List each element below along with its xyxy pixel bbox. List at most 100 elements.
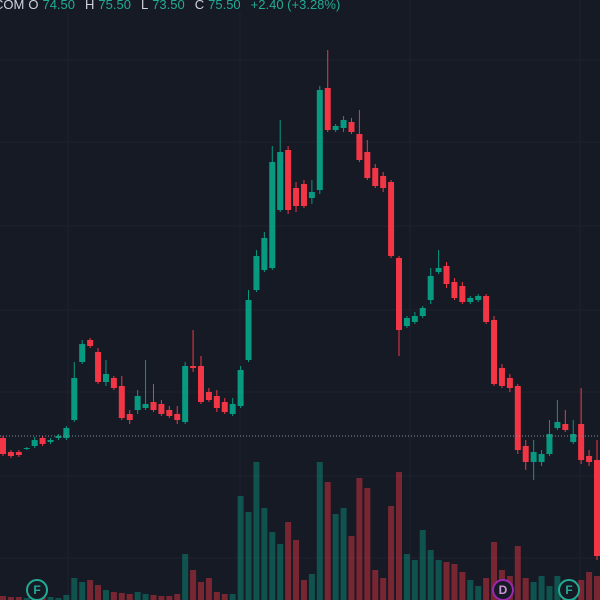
candle-body — [190, 366, 197, 368]
volume-bar — [594, 576, 600, 600]
candle-body — [348, 122, 355, 132]
volume-bar — [95, 585, 102, 600]
candle-body — [459, 286, 466, 302]
candle-body — [411, 316, 418, 322]
candle-body — [134, 396, 141, 410]
marker-label: F — [565, 583, 572, 597]
volume-bar — [435, 560, 442, 600]
value: 73.50 — [152, 0, 185, 12]
volume-bar — [79, 582, 86, 600]
volume-bar — [118, 593, 125, 600]
candle-body — [562, 424, 569, 430]
candle-body — [372, 168, 379, 186]
candle-body — [435, 268, 442, 272]
volume-bar — [47, 597, 54, 600]
candle-body — [166, 410, 173, 416]
marker-label: F — [33, 583, 40, 597]
volume-bar — [348, 536, 355, 600]
candle-body — [332, 126, 339, 130]
volume-bar — [277, 544, 284, 600]
volume-bar — [142, 594, 149, 600]
candle-body — [467, 298, 474, 302]
volume-bar — [411, 560, 418, 600]
candle-body — [340, 120, 347, 128]
candle-body — [300, 184, 307, 206]
value: 75.50 — [98, 0, 131, 12]
candle-body — [293, 188, 300, 206]
candle-body — [95, 352, 102, 382]
candle-body — [261, 238, 268, 270]
volume-bar — [403, 554, 410, 600]
candle-body — [87, 340, 94, 346]
volume-bar — [269, 532, 276, 600]
candle-body — [316, 90, 323, 190]
candle-body — [39, 438, 46, 444]
volume-bar — [538, 576, 545, 600]
candle-body — [364, 152, 371, 178]
candle-body — [380, 176, 387, 188]
volume-bar — [110, 592, 117, 600]
candle-body — [229, 404, 236, 414]
candle-body — [102, 374, 109, 382]
volume-bar — [324, 482, 331, 600]
candle-body — [475, 296, 482, 300]
volume-bar — [229, 594, 236, 600]
candle-body — [285, 150, 292, 210]
candle-body — [269, 162, 276, 268]
candle-body — [419, 308, 426, 316]
volume-bar — [475, 586, 482, 600]
volume-bar — [316, 462, 323, 600]
volume-bar — [388, 506, 395, 600]
candle-body — [126, 414, 133, 420]
candle-body — [142, 404, 149, 408]
marker-icon[interactable] — [492, 579, 514, 600]
candle-body — [324, 88, 331, 130]
volume-bar — [578, 580, 585, 600]
volume-bar — [443, 562, 450, 600]
candle-body — [538, 454, 545, 462]
candle-body — [594, 460, 600, 556]
volume-bar — [102, 590, 109, 600]
volume-bar — [554, 576, 561, 600]
candle-body — [443, 266, 450, 284]
label: L — [140, 0, 149, 12]
volume-bar — [340, 508, 347, 600]
volume-bar — [459, 572, 466, 600]
volume-bar — [150, 595, 157, 600]
label: C — [194, 0, 205, 12]
candle-body — [498, 368, 505, 386]
marker-icon[interactable] — [558, 579, 580, 600]
volume-bar — [134, 592, 141, 600]
volume-bar — [451, 564, 458, 600]
volume-bar — [332, 514, 339, 600]
candle-body — [237, 370, 244, 406]
volume-bar — [364, 488, 371, 600]
candle-body — [308, 192, 315, 198]
candle-body — [55, 436, 62, 438]
candle-body — [118, 386, 125, 418]
candle-body — [182, 366, 189, 422]
candle-body — [63, 428, 70, 438]
label: H — [85, 0, 95, 12]
volume-bar — [55, 598, 62, 600]
volume-bar — [245, 512, 252, 600]
event-markers: F D F — [26, 579, 580, 600]
marker-icon[interactable] — [26, 579, 48, 600]
candle-body — [253, 256, 260, 290]
volume-bar — [530, 582, 537, 600]
candle-body — [522, 446, 529, 462]
volume-bar — [213, 592, 220, 600]
volume-bar — [253, 462, 260, 600]
candle-body — [23, 448, 30, 449]
candle-body — [427, 276, 434, 300]
volume-bar — [546, 586, 553, 600]
volume-pane — [0, 462, 600, 600]
volume-bar — [261, 508, 268, 600]
volume-bar — [198, 582, 204, 600]
candle-body — [205, 392, 212, 400]
candle-body — [150, 402, 157, 410]
volume-bar — [126, 594, 133, 600]
candle-body — [7, 452, 14, 456]
value: 74.50 — [42, 0, 76, 12]
volume-bar — [356, 478, 363, 600]
